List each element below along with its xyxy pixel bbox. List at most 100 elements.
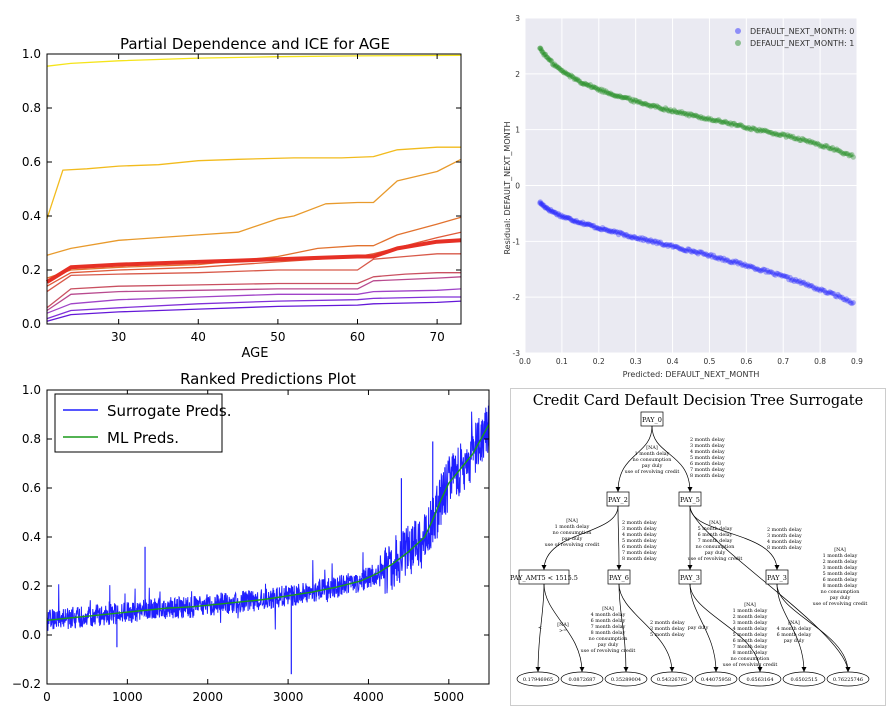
tree-edge-label: 5 month delay [650,632,685,638]
scatter-point [835,147,841,154]
tree-edge-label: no consumption [821,589,860,595]
tree-edge-label: 7 month delay [733,644,768,650]
scatter-point [716,117,722,123]
y-tick-label: 0.2 [22,579,41,593]
scatter-point [569,218,575,224]
scatter-point [672,243,678,249]
tree-edge [537,583,545,673]
tree-edge-label: no consumption [731,656,770,662]
series-0 [537,199,856,307]
scatter-point [584,222,590,228]
tree-edge [617,505,620,571]
scatter-point [707,252,713,258]
x-tick-label: 4000 [353,690,384,704]
scatter-point [540,203,546,209]
scatter-point [544,205,550,211]
scatter-point [656,105,662,111]
scatter-point [589,223,596,229]
scatter-point [751,125,757,131]
tree-arrowhead [579,667,585,672]
x-tick-label: 1000 [112,690,143,704]
scatter-point [569,73,575,79]
scatter-point [695,114,701,120]
scatter-point [655,239,661,245]
scatter-point [739,262,745,268]
tree-edge-label: 6 month delay [777,632,812,638]
scatter-point [721,255,727,261]
scatter-point [557,66,563,72]
scatter-point [759,267,765,273]
scatter-point [812,286,818,292]
scatter-point [645,102,651,108]
scatter-point [547,208,553,214]
tree-edge-label: 6 month delay [698,532,733,538]
scatter-point [805,139,811,145]
scatter-point [545,55,551,61]
scatter-point [587,82,593,88]
scatter-point [713,118,719,124]
scatter-point [606,228,612,235]
scatter-point [680,247,686,253]
scatter-point [630,96,636,102]
scatter-point [838,295,844,301]
scatter-point [729,260,735,266]
scatter-point [538,200,544,206]
scatter-point [705,253,711,259]
scatter-point [782,273,788,279]
tree-node [678,491,702,507]
scatter-point [555,65,561,71]
x-tick-label: 0.2 [593,357,605,366]
ice-line [46,54,462,67]
scatter-point [643,237,649,243]
scatter-point [592,225,598,231]
tree-edge-label: 7 month delay [591,624,626,630]
scatter-point [658,239,664,245]
scatter-point [740,262,747,268]
y-tick-label: 0.6 [22,155,41,169]
scatter-point [541,52,547,58]
tree-edge-label: 8 month delay [622,556,657,562]
tree-edge-label: 2 month delay [622,520,657,526]
scatter-point [546,207,552,213]
scatter-point [680,111,686,117]
scatter-point [845,151,851,157]
scatter-point [730,258,736,264]
y-tick-label: 1 [515,126,520,135]
scatter-point [709,117,715,124]
x-tick-label: 2000 [192,690,223,704]
scatter-point [774,132,780,138]
scatter-point [736,122,743,128]
tree-node-label: PAY_6 [609,574,629,582]
scatter-point [594,224,600,231]
legend-label: Surrogate Preds. [107,402,232,420]
tree-edge-label: [NA] [602,606,614,612]
scatter-point [824,290,830,296]
tree-edge-label: 3 month delay [733,620,768,626]
scatter-point [567,74,573,80]
scatter-point [793,136,799,142]
scatter-point [791,278,797,284]
scatter-point [610,228,616,235]
scatter-point [600,225,606,231]
scatter-point [557,214,563,220]
legend-marker [735,40,741,46]
scatter-point [638,237,644,243]
scatter-point [653,104,659,110]
scatter-point [718,255,724,261]
scatter-point [566,72,572,78]
scatter-point [810,140,816,146]
scatter-point [704,252,710,258]
scatter-point [782,132,788,138]
scatter-point [642,236,648,242]
scatter-point [585,82,591,88]
decision-tree-diagram: Credit Card Default Decision Tree Surrog… [510,388,886,706]
tree-edge-label: pay duly [688,625,709,631]
scatter-point [742,125,748,131]
ice-line [46,253,461,293]
scatter-point [717,118,723,124]
legend-label: DEFAULT_NEXT_MONTH: 0 [750,27,854,36]
scatter-point [644,237,650,243]
scatter-point [696,249,702,255]
scatter-point [708,251,714,258]
scatter-point [603,226,609,232]
